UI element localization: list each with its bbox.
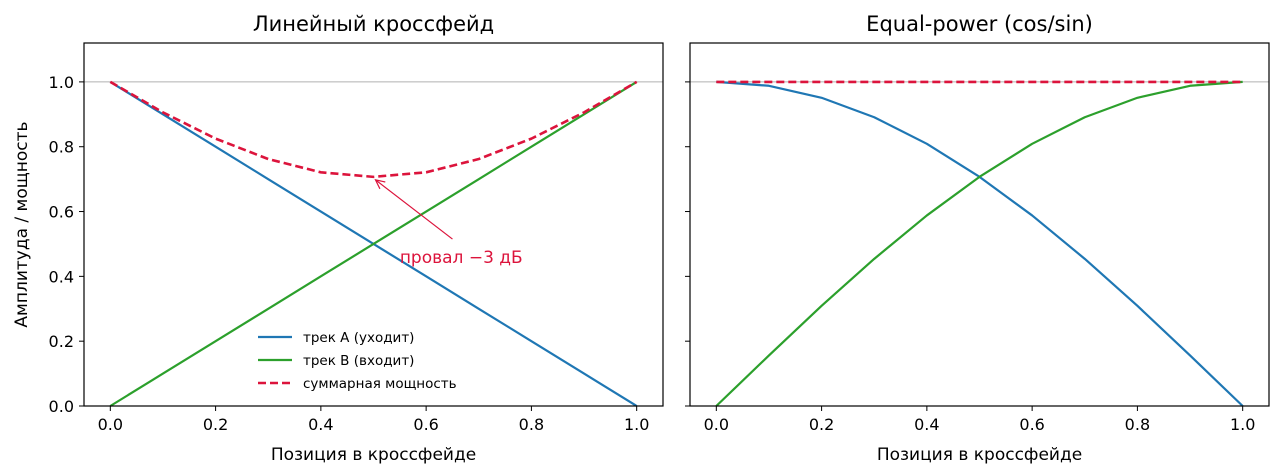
- chart-panel-2: 0.0 0.2 0.4 0.6 0.8 1.0 Equal-power (cos/sin) П…: [685, 12, 1270, 465]
- x-tick-label: 0.2: [809, 415, 834, 434]
- annotation-label: провал −3 дБ: [400, 248, 523, 268]
- x-tick-label: 0.4: [914, 415, 939, 434]
- chart-title: Equal-power (cos/sin): [866, 12, 1093, 36]
- x-tick-label: 0.8: [1125, 415, 1150, 434]
- annotation-arrow: [375, 179, 453, 240]
- series-line-3: [109, 80, 638, 179]
- series-line-2: [715, 80, 1243, 407]
- chart-title: Линейный кроссфейд: [253, 12, 494, 36]
- legend: трек A (уходит) трек B (входит) суммарная …: [258, 330, 457, 392]
- x-tick-label: 0.0: [704, 415, 729, 434]
- x-tick-label: 1.0: [1230, 415, 1255, 434]
- x-tick-label: 0.4: [308, 415, 333, 434]
- y-axis-label: Амплитуда / мощность: [12, 121, 32, 327]
- series-line-1: [716, 80, 1244, 407]
- y-tick-label: 0.6: [49, 203, 74, 222]
- plot-frame: [83, 42, 664, 407]
- y-tick-label: 0.8: [49, 138, 74, 157]
- y-tick-label: 1.0: [49, 73, 74, 92]
- y-tick-label: 0.2: [49, 332, 74, 351]
- legend-label: суммарная мощность: [303, 376, 457, 392]
- legend-label: трек A (уходит): [303, 330, 414, 346]
- x-tick-label: 1.0: [624, 415, 649, 434]
- x-axis-label: Позиция в кроссфейде: [271, 445, 476, 465]
- legend-label: трек B (входит): [303, 353, 414, 369]
- chart-panel-1: 0.0 0.2 0.4 0.6 0.8 1.0 0.0 0.2 0.4 0.6 0.8 1.0 Лине…: [12, 12, 664, 465]
- y-tick-label: 0.0: [49, 397, 74, 416]
- x-tick-label: 0.6: [1019, 415, 1044, 434]
- annotation-arrowhead: [374, 179, 386, 190]
- series-line-2: [109, 80, 638, 407]
- plot-frame: [689, 42, 1270, 407]
- y-tick-label: 0.4: [49, 267, 74, 286]
- x-tick-label: 0.8: [519, 415, 544, 434]
- x-tick-label: 0.2: [203, 415, 228, 434]
- x-tick-label: 0.0: [98, 415, 123, 434]
- x-tick-label: 0.6: [413, 415, 438, 434]
- x-axis-label: Позиция в кроссфейде: [877, 445, 1082, 465]
